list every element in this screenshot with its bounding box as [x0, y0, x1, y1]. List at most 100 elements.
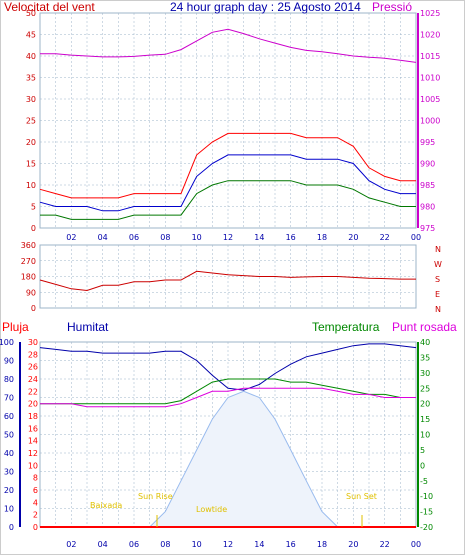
wind-min-line [40, 180, 416, 220]
y-tick-pressure-975: 975 [420, 224, 435, 233]
direction-letters: N W S E N [434, 245, 442, 314]
y-tick-rain-12: 12 [28, 449, 38, 458]
x-tick-bottom-22: 22 [380, 540, 390, 549]
wind-average-line [39, 154, 416, 212]
temperature-label: Temperatura [312, 320, 380, 334]
x-tick-top-00: 00 [411, 233, 421, 242]
x-tick-top-20: 20 [348, 233, 358, 242]
y-tick-pressure-1020: 1020 [420, 31, 440, 40]
y-tick-pressure-1000: 1000 [420, 117, 440, 126]
y-tick-temperature-35: 35 [420, 353, 430, 362]
y-tick-humidity-90: 90 [4, 357, 14, 366]
tick-labels: 0202040406060808101012121414161618182020… [0, 9, 440, 549]
y-tick-direction-90: 90 [26, 288, 36, 297]
x-tick-top-10: 10 [192, 233, 202, 242]
y-tick-rain-4: 4 [33, 498, 38, 507]
y-tick-humidity-70: 70 [4, 394, 14, 403]
y-tick-temperature--20: -20 [420, 523, 433, 532]
y-tick-temperature-40: 40 [420, 338, 430, 347]
y-tick-direction-270: 270 [21, 257, 36, 266]
y-tick-wind-30: 30 [26, 95, 36, 104]
y-tick-rain-2: 2 [33, 511, 38, 520]
y-tick-humidity-80: 80 [4, 375, 14, 384]
x-tick-bottom-12: 12 [223, 540, 233, 549]
y-tick-rain-22: 22 [28, 387, 38, 396]
annotation-sun-set: Sun Set [346, 492, 377, 501]
direction-letter-n2: N [435, 305, 441, 314]
y-tick-wind-25: 25 [26, 117, 36, 126]
y-tick-direction-0: 0 [31, 304, 36, 313]
wind-speed-label: Velocitat del vent [4, 0, 95, 14]
y-tick-rain-26: 26 [28, 363, 38, 372]
y-tick-pressure-1025: 1025 [420, 9, 440, 18]
y-tick-pressure-990: 990 [420, 160, 435, 169]
x-tick-bottom-06: 06 [129, 540, 139, 549]
y-tick-temperature--5: -5 [420, 477, 428, 486]
y-tick-wind-10: 10 [26, 181, 36, 190]
y-tick-rain-30: 30 [28, 338, 38, 347]
y-tick-rain-8: 8 [33, 474, 38, 483]
annotation-low-tide-2: Lowtide [196, 505, 227, 514]
y-tick-temperature-0: 0 [420, 461, 425, 470]
x-tick-top-12: 12 [223, 233, 233, 242]
y-tick-temperature-15: 15 [420, 415, 430, 424]
x-tick-top-16: 16 [286, 233, 296, 242]
y-tick-temperature-30: 30 [420, 369, 430, 378]
x-tick-bottom-00: 00 [411, 540, 421, 549]
humidity-line [39, 343, 417, 391]
y-tick-rain-14: 14 [28, 437, 38, 446]
direction-letter-e: E [435, 290, 440, 299]
x-tick-bottom-04: 04 [98, 540, 108, 549]
y-tick-direction-180: 180 [21, 273, 36, 282]
y-tick-temperature--10: -10 [420, 492, 433, 501]
chart-title: 24 hour graph day : 25 Agosto 2014 [170, 0, 361, 14]
x-tick-top-22: 22 [380, 233, 390, 242]
y-tick-temperature-10: 10 [420, 431, 430, 440]
y-tick-wind-0: 0 [31, 224, 36, 233]
y-tick-rain-6: 6 [33, 486, 38, 495]
y-tick-temperature-5: 5 [420, 446, 425, 455]
wind-direction-line [39, 270, 416, 292]
y-tick-humidity-30: 30 [4, 468, 14, 477]
dewpoint-line [40, 387, 416, 408]
x-tick-bottom-08: 08 [160, 540, 170, 549]
x-tick-bottom-18: 18 [317, 540, 327, 549]
y-tick-humidity-40: 40 [4, 449, 14, 458]
y-tick-wind-35: 35 [26, 74, 36, 83]
x-tick-top-14: 14 [254, 233, 264, 242]
direction-letter-s: S [435, 275, 440, 284]
y-tick-wind-5: 5 [31, 203, 36, 212]
annotations: Baixada Sun Rise Lowtide Sun Set [90, 492, 377, 527]
x-tick-bottom-20: 20 [348, 540, 358, 549]
x-tick-bottom-16: 16 [286, 540, 296, 549]
y-tick-pressure-980: 980 [420, 203, 435, 212]
x-tick-bottom-14: 14 [254, 540, 264, 549]
direction-letter-n: N [435, 245, 441, 254]
direction-letter-w: W [434, 260, 442, 269]
dewpoint-label: Punt rosada [392, 320, 457, 334]
annotation-sun-rise: Sun Rise [138, 492, 173, 501]
wind-gust-line [39, 132, 416, 199]
y-tick-rain-20: 20 [28, 400, 38, 409]
y-tick-wind-20: 20 [26, 138, 36, 147]
x-tick-bottom-10: 10 [192, 540, 202, 549]
y-tick-wind-15: 15 [26, 160, 36, 169]
y-tick-direction-360: 360 [21, 241, 36, 250]
y-tick-wind-40: 40 [26, 52, 36, 61]
x-tick-top-02: 02 [66, 233, 76, 242]
y-tick-temperature-25: 25 [420, 384, 430, 393]
x-tick-top-04: 04 [98, 233, 108, 242]
y-tick-humidity-10: 10 [4, 505, 14, 514]
y-tick-pressure-1005: 1005 [420, 95, 440, 104]
rain-label: Pluja [2, 320, 29, 334]
y-tick-rain-28: 28 [28, 350, 38, 359]
annotation-low-tide: Baixada [90, 501, 122, 510]
y-tick-pressure-985: 985 [420, 181, 435, 190]
y-tick-temperature--15: -15 [420, 508, 433, 517]
y-tick-wind-45: 45 [26, 31, 36, 40]
y-tick-humidity-100: 100 [0, 338, 14, 347]
series-lines [39, 28, 417, 528]
humidity-label: Humitat [67, 320, 109, 334]
x-tick-top-06: 06 [129, 233, 139, 242]
